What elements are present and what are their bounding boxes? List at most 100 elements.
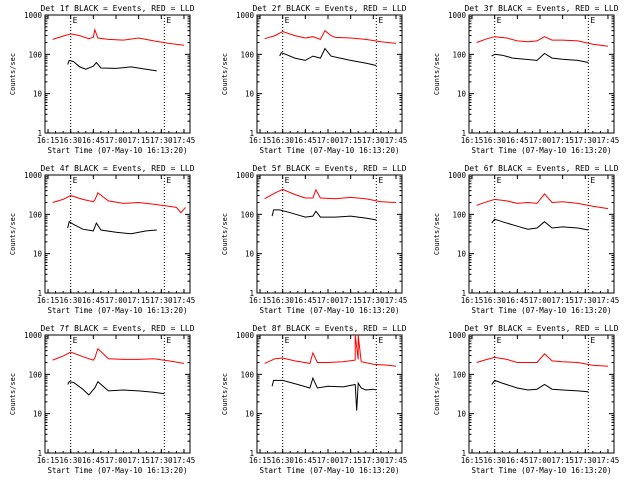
panel-7: Det 7f BLACK = Events, RED = LLD 16:15 16:…: [9, 324, 195, 475]
x-tick-label: 16:30: [483, 136, 506, 145]
series-lld: [264, 334, 397, 367]
x-tick-label: 17:45: [597, 456, 620, 465]
x-tick-label: 17:45: [385, 296, 408, 305]
panel-title: Det 2f BLACK = Events, RED = LLD: [252, 4, 406, 13]
panel-title: Det 6f BLACK = Events, RED = LLD: [464, 164, 618, 173]
y-tick-label: 100: [28, 370, 42, 379]
x-tick-label: 17:15: [339, 456, 362, 465]
x-tick-label: 17:45: [385, 136, 408, 145]
x-tick-label: 17:00: [105, 136, 128, 145]
series-events: [271, 376, 377, 411]
x-tick-label: 16:30: [483, 456, 506, 465]
x-tick-label: 17:15: [339, 136, 362, 145]
series-events: [271, 209, 377, 221]
x-tick-label: 16:30: [271, 456, 294, 465]
y-tick-label: 1: [461, 129, 466, 138]
x-tick-label: 16:15: [461, 296, 484, 305]
marker-label: E: [73, 336, 78, 345]
y-tick-label: 100: [452, 370, 466, 379]
y-tick-label: 1: [37, 129, 42, 138]
y-tick-label: 10: [245, 90, 255, 99]
y-tick-label: 100: [240, 370, 254, 379]
marker-label: E: [590, 176, 595, 185]
panel-title: Det 3f BLACK = Events, RED = LLD: [464, 4, 618, 13]
y-tick-label: 10: [245, 410, 255, 419]
plot-frame: [256, 334, 403, 454]
plot-frame: [256, 14, 403, 134]
x-tick-label: 17:00: [105, 456, 128, 465]
y-axis-label: Counts/sec: [433, 213, 441, 255]
panel-title: Det 7f BLACK = Events, RED = LLD: [40, 324, 194, 333]
x-axis-label: Start Time (07-May-10 16:13:20): [472, 146, 612, 155]
marker-label: E: [285, 16, 290, 25]
y-tick-label: 1000: [236, 171, 255, 180]
plot-frame: [256, 174, 403, 294]
y-tick-label: 1: [249, 449, 254, 458]
series-lld: [476, 193, 609, 210]
y-tick-label: 1000: [24, 331, 43, 340]
plot-frame: [44, 14, 191, 134]
x-tick-label: 16:15: [37, 456, 60, 465]
series-events: [279, 47, 377, 66]
plot-frame: [44, 174, 191, 294]
marker-label: E: [285, 336, 290, 345]
x-tick-label: 16:45: [82, 456, 105, 465]
x-tick-label: 17:30: [362, 136, 385, 145]
y-axis-label: Counts/sec: [9, 373, 17, 415]
y-tick-label: 100: [28, 50, 42, 59]
x-tick-label: 17:45: [597, 296, 620, 305]
x-tick-label: 17:00: [105, 296, 128, 305]
x-tick-label: 17:45: [173, 296, 196, 305]
y-tick-label: 100: [240, 50, 254, 59]
series-events: [67, 59, 157, 72]
marker-label: E: [378, 16, 383, 25]
panel-title: Det 5f BLACK = Events, RED = LLD: [252, 164, 406, 173]
series-lld: [52, 347, 185, 364]
marker-label: E: [497, 336, 502, 345]
x-tick-label: 16:15: [249, 136, 272, 145]
marker-label: E: [497, 176, 502, 185]
x-tick-label: 17:45: [597, 136, 620, 145]
y-tick-label: 100: [28, 210, 42, 219]
y-tick-label: 10: [457, 90, 467, 99]
y-tick-label: 1: [37, 449, 42, 458]
x-tick-label: 16:45: [82, 296, 105, 305]
y-tick-label: 10: [457, 410, 467, 419]
series-lld: [52, 27, 185, 46]
x-tick-label: 17:00: [317, 136, 340, 145]
x-tick-label: 16:30: [271, 296, 294, 305]
y-tick-label: 100: [452, 50, 466, 59]
x-tick-label: 17:15: [551, 296, 574, 305]
x-tick-label: 17:15: [127, 296, 150, 305]
y-axis-label: Counts/sec: [221, 373, 229, 415]
x-tick-label: 17:45: [173, 136, 196, 145]
x-tick-label: 16:30: [483, 296, 506, 305]
y-tick-label: 1000: [236, 331, 255, 340]
x-axis-label: Start Time (07-May-10 16:13:20): [48, 306, 188, 315]
marker-label: E: [497, 16, 502, 25]
x-tick-label: 17:00: [317, 296, 340, 305]
x-tick-label: 16:30: [271, 136, 294, 145]
marker-label: E: [378, 336, 383, 345]
plot-frame: [468, 334, 615, 454]
x-tick-label: 16:45: [294, 456, 317, 465]
panel-6: Det 6f BLACK = Events, RED = LLD 16:15 16:…: [433, 164, 619, 315]
x-tick-label: 17:15: [551, 136, 574, 145]
y-tick-label: 10: [33, 410, 43, 419]
x-axis-label: Start Time (07-May-10 16:13:20): [260, 146, 400, 155]
series-events: [67, 220, 157, 235]
y-tick-label: 1000: [448, 331, 467, 340]
y-tick-label: 10: [33, 250, 43, 259]
panel-title: Det 8f BLACK = Events, RED = LLD: [252, 324, 406, 333]
y-axis-label: Counts/sec: [221, 53, 229, 95]
x-axis-label: Start Time (07-May-10 16:13:20): [260, 306, 400, 315]
series-events: [491, 218, 589, 231]
y-tick-label: 1000: [236, 11, 255, 20]
x-tick-label: 16:45: [294, 296, 317, 305]
x-axis-label: Start Time (07-May-10 16:13:20): [48, 466, 188, 475]
x-tick-label: 17:30: [150, 296, 173, 305]
y-tick-label: 10: [33, 90, 43, 99]
